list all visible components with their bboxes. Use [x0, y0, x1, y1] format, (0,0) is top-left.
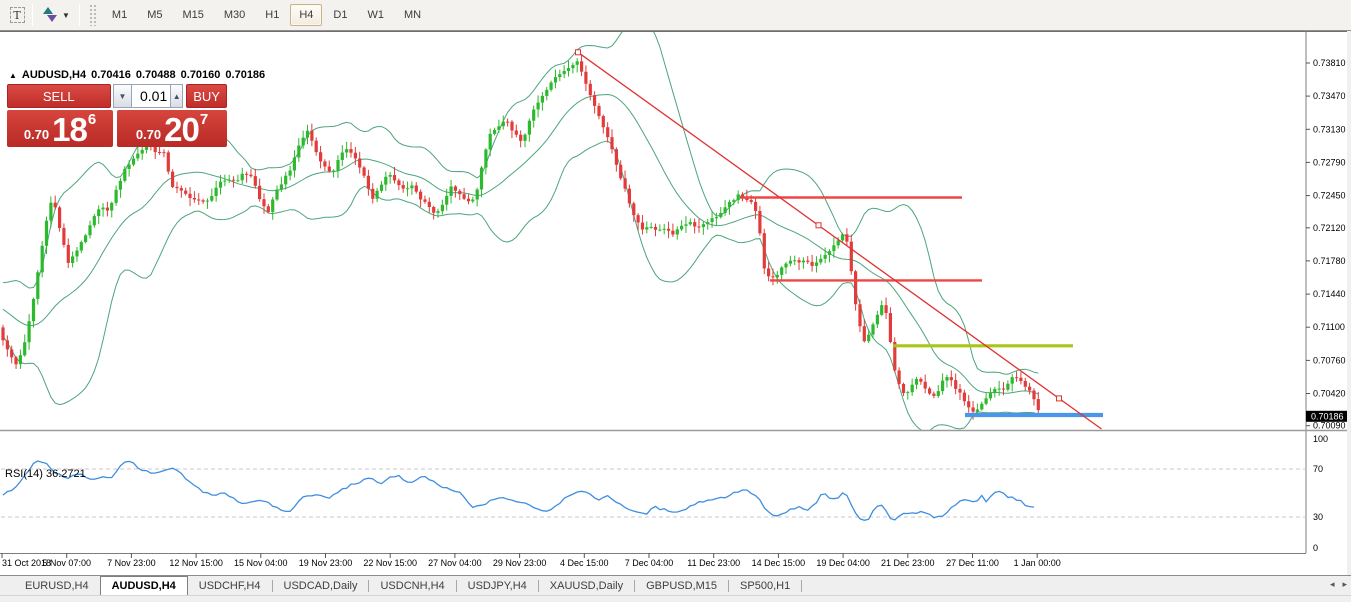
spin-up-icon: ▲ [172, 91, 181, 101]
buy-button[interactable]: BUY [186, 84, 227, 108]
one-click-trade-panel: SELL ▼ 0.01 ▲ BUY 0.70 18 6 0.70 20 7 [7, 84, 227, 147]
chart-title: ▲ AUDUSD,H4 0.70416 0.70488 0.70160 0.70… [9, 69, 265, 81]
timeframe-button-m15[interactable]: M15 [182, 9, 204, 21]
toolbar-separator [78, 4, 80, 26]
timeframe-button-m5[interactable]: M5 [147, 9, 163, 21]
timeframe-button-m1[interactable]: M1 [111, 9, 128, 21]
toolbar-separator [32, 4, 33, 26]
chart-tab-bar: EURUSD,H4 AUDUSD,H4 USDCHF,H4 USDCAD,Daily U… [0, 575, 1351, 595]
timeframe-button-h4[interactable]: H4 [290, 4, 323, 26]
buy-price-prefix: 0.70 [135, 127, 162, 142]
window-edge [1347, 31, 1351, 575]
rsi-indicator-label: RSI(14) 36.2721 [5, 468, 86, 480]
chart-tab-usdcad[interactable]: USDCAD,Daily [283, 579, 358, 592]
timeframe-button-h1[interactable]: H1 [265, 9, 280, 21]
chart-tab-eurusd[interactable]: EURUSD,H4 [25, 579, 89, 592]
close-value: 0.70186 [225, 69, 266, 81]
symbol-period-label: AUDUSD,H4 [21, 69, 87, 81]
toolbar-grip-handle[interactable] [88, 4, 97, 26]
chart-tab-audusd[interactable]: AUDUSD,H4 [99, 576, 188, 595]
chevron-down-icon[interactable]: ▼ [62, 10, 70, 20]
sell-button[interactable]: SELL [7, 84, 111, 108]
chart-tab-usdcnh[interactable]: USDCNH,H4 [380, 579, 445, 592]
sell-price-prefix: 0.70 [23, 127, 50, 142]
chart-tab-sp500[interactable]: SP500,H1 [740, 579, 791, 592]
buy-price-main: 20 [164, 111, 200, 148]
volume-decrease-button[interactable]: ▼ [112, 84, 133, 108]
buy-price-pip: 7 [199, 111, 209, 128]
tab-separator [801, 579, 803, 592]
text-tool-icon: T [9, 7, 25, 23]
tab-separator [455, 579, 457, 592]
volume-input[interactable]: 0.01 [132, 84, 171, 108]
sell-price-display[interactable]: 0.70 18 6 [7, 110, 113, 147]
chart-tab-gbpusd[interactable]: GBPUSD,M15 [646, 579, 718, 592]
open-value: 0.70416 [91, 69, 131, 81]
arrange-arrows-icon[interactable] [41, 6, 59, 24]
chart-tab-usdchf[interactable]: USDCHF,H4 [198, 579, 261, 592]
tab-separator [271, 579, 273, 592]
high-value: 0.70488 [135, 69, 176, 81]
rsi-indicator-pane[interactable] [0, 464, 1306, 585]
chart-window: ▲ AUDUSD,H4 0.70416 0.70488 0.70160 0.70… [0, 31, 1351, 575]
low-value: 0.70160 [180, 69, 221, 81]
timeframe-toolbar: M1 M5 M15 M30 H1 H4 D1 W1 MN [102, 0, 431, 31]
tab-separator [634, 579, 636, 592]
buy-price-display[interactable]: 0.70 20 7 [117, 110, 227, 147]
price-axis[interactable] [1306, 64, 1351, 585]
sell-price-main: 18 [52, 111, 88, 148]
timeframe-button-m30[interactable]: M30 [223, 9, 246, 21]
top-toolbar: T ▼ M1 M5 M15 M30 H1 H4 D1 W1 MN [0, 0, 1351, 31]
tab-separator [537, 579, 539, 592]
sell-price-pip: 6 [87, 111, 97, 128]
collapse-triangle-icon[interactable]: ▲ [9, 70, 17, 80]
tab-separator [368, 579, 370, 592]
timeframe-button-d1[interactable]: D1 [333, 9, 348, 21]
tab-scroll-right-icon[interactable]: ▸ [1342, 579, 1347, 589]
tab-separator [728, 579, 730, 592]
status-bar [0, 595, 1351, 602]
volume-increase-button[interactable]: ▲ [170, 84, 184, 108]
spin-down-icon: ▼ [118, 91, 127, 101]
text-tool-button[interactable]: T [6, 5, 28, 25]
tab-scroll-left-icon[interactable]: ◂ [1329, 579, 1335, 589]
timeframe-button-mn[interactable]: MN [403, 9, 422, 21]
chart-tab-xauusd[interactable]: XAUUSD,Daily [549, 579, 624, 592]
timeframe-button-w1[interactable]: W1 [367, 9, 384, 21]
chart-tabs: EURUSD,H4 AUDUSD,H4 USDCHF,H4 USDCAD,Daily U… [14, 576, 803, 595]
chart-tab-usdjpy[interactable]: USDJPY,H4 [467, 579, 527, 592]
